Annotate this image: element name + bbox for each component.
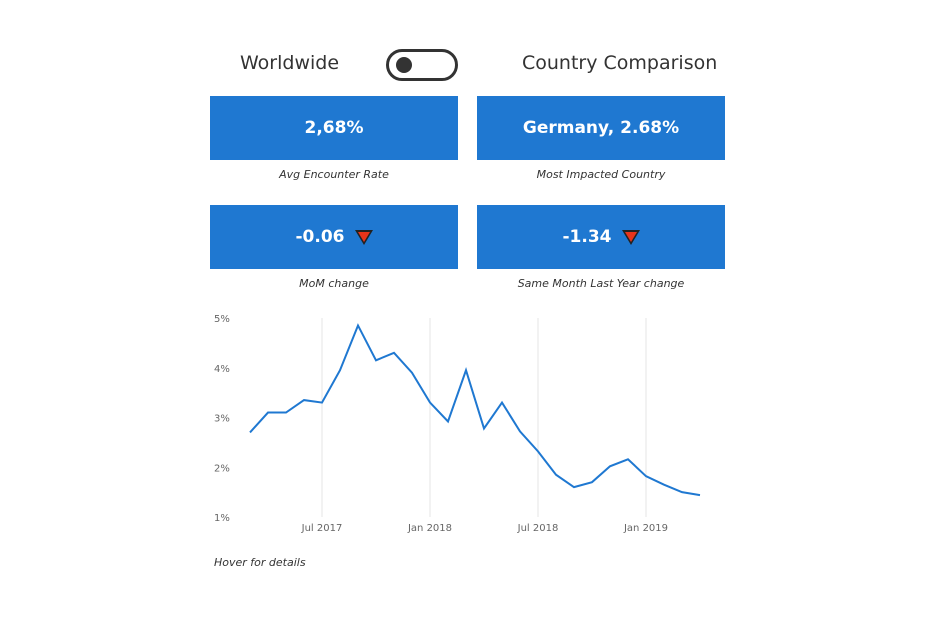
data-point[interactable] xyxy=(516,427,524,435)
data-point[interactable] xyxy=(408,369,416,377)
vertical-gridlines xyxy=(321,318,647,517)
data-point[interactable] xyxy=(642,472,650,480)
data-point[interactable] xyxy=(246,428,254,436)
data-point[interactable] xyxy=(282,409,290,417)
yoy-change-caption: Same Month Last Year change xyxy=(517,277,685,290)
avg-encounter-rate-card: 2,68% xyxy=(210,96,458,160)
data-point[interactable] xyxy=(372,356,380,364)
data-point[interactable] xyxy=(696,491,704,499)
most-impacted-country-card: Germany, 2.68% xyxy=(477,96,725,160)
down-triangle-icon xyxy=(621,229,640,245)
avg-encounter-rate-caption: Avg Encounter Rate xyxy=(279,168,389,181)
hover-hint: Hover for details xyxy=(214,556,306,569)
worldwide-label: Worldwide xyxy=(240,52,340,74)
data-point[interactable] xyxy=(390,349,398,357)
mom-change-value: -0.06 xyxy=(295,227,345,247)
most-impacted-country-value: Germany, 2.68% xyxy=(522,118,680,138)
y-tick-label: 4% xyxy=(214,364,230,375)
y-axis-ticks: 5% 4% 3% 2% 1% xyxy=(214,314,230,524)
y-tick-label: 5% xyxy=(214,314,230,325)
yoy-change-card: -1.34 xyxy=(477,205,725,269)
data-point[interactable] xyxy=(570,483,578,491)
yoy-change-value: -1.34 xyxy=(562,227,612,247)
data-point[interactable] xyxy=(606,462,614,470)
data-point[interactable] xyxy=(498,399,506,407)
data-point[interactable] xyxy=(354,321,362,329)
x-axis-ticks: Jul 2017 Jan 2018 Jul 2018 Jan 2019 xyxy=(301,523,668,534)
series-line xyxy=(249,323,701,497)
encounter-rate-line-chart[interactable]: 5% 4% 3% 2% 1% Jul 2017 Jan 2018 Jul 2018 Jan 2… xyxy=(210,308,710,538)
x-tick-label: Jan 2018 xyxy=(407,523,452,534)
y-tick-label: 2% xyxy=(214,463,230,474)
view-toggle[interactable] xyxy=(386,49,458,81)
data-point[interactable] xyxy=(552,471,560,479)
data-point[interactable] xyxy=(264,409,272,417)
data-point[interactable] xyxy=(444,417,452,425)
y-tick-label: 1% xyxy=(214,513,230,524)
data-point[interactable] xyxy=(300,396,308,404)
toggle-knob xyxy=(396,57,412,73)
avg-encounter-rate-value: 2,68% xyxy=(304,118,364,138)
data-point[interactable] xyxy=(534,447,542,455)
country-comparison-label: Country Comparison xyxy=(522,52,718,74)
data-point[interactable] xyxy=(480,424,488,432)
x-tick-label: Jul 2018 xyxy=(517,523,559,534)
most-impacted-country-caption: Most Impacted Country xyxy=(536,168,666,181)
x-tick-label: Jul 2017 xyxy=(301,523,343,534)
mom-change-card: -0.06 xyxy=(210,205,458,269)
data-point[interactable] xyxy=(588,478,596,486)
data-point[interactable] xyxy=(462,366,470,374)
data-point[interactable] xyxy=(624,455,632,463)
y-tick-label: 3% xyxy=(214,414,230,425)
data-point[interactable] xyxy=(318,399,326,407)
data-point[interactable] xyxy=(336,366,344,374)
data-point[interactable] xyxy=(426,399,434,407)
mom-change-caption: MoM change xyxy=(299,277,369,290)
series-points xyxy=(246,321,704,499)
data-point[interactable] xyxy=(660,481,668,489)
x-tick-label: Jan 2019 xyxy=(623,523,668,534)
data-point[interactable] xyxy=(678,488,686,496)
down-triangle-icon xyxy=(354,229,373,245)
